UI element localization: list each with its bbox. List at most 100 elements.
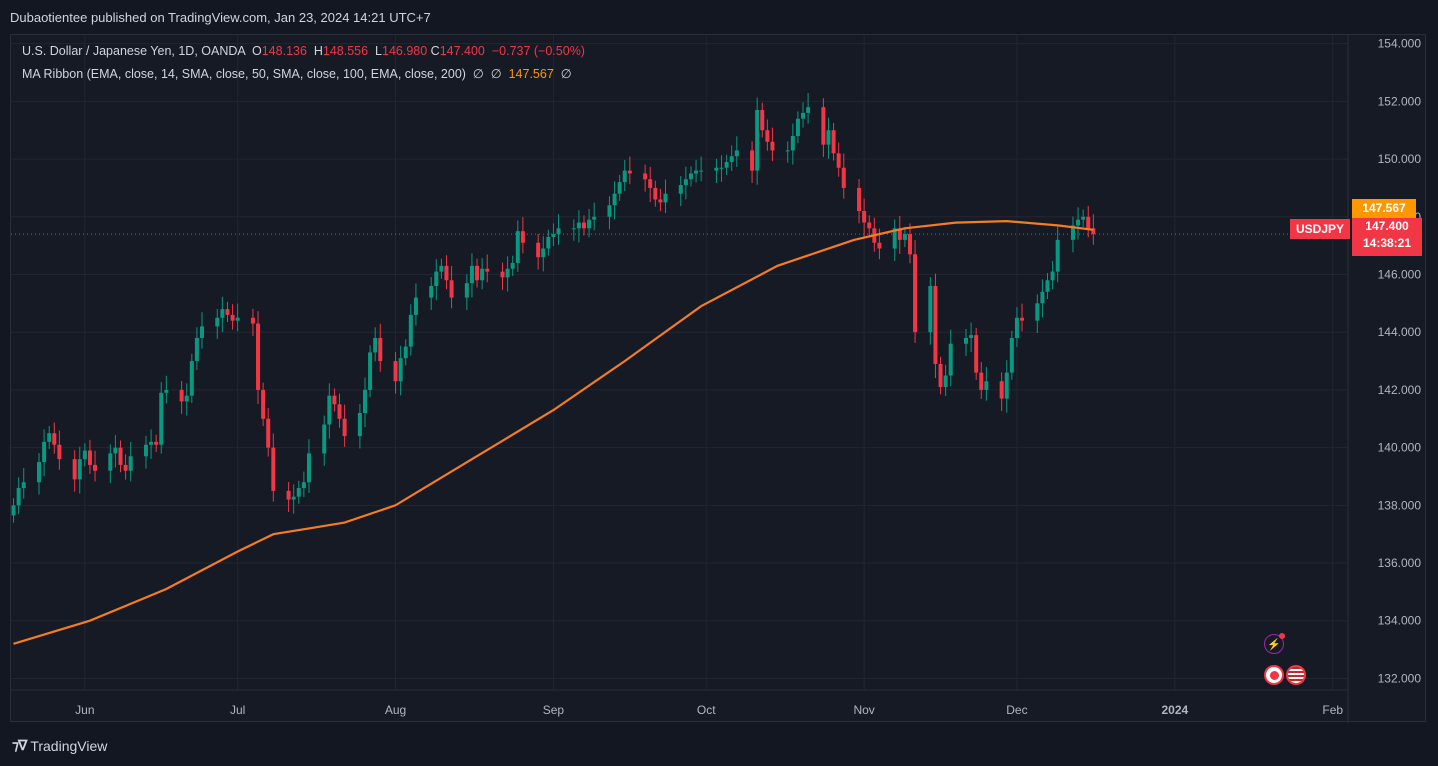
legend-change: −0.737 (−0.50%) (491, 44, 585, 58)
candle-body (683, 179, 688, 186)
candle-body (200, 326, 204, 338)
ma-empty-2: ∅ (490, 67, 502, 81)
japan-flag-event-icon[interactable] (1264, 665, 1284, 685)
candle-body (867, 222, 872, 229)
candle-body (337, 404, 342, 419)
candle-body (469, 265, 474, 284)
ma-price-label: 147.567 (1352, 199, 1416, 218)
candle-body (658, 199, 663, 203)
ma-empty-3: ∅ (560, 67, 572, 81)
candle-body (332, 395, 337, 405)
candle-body (500, 271, 505, 278)
brand-name: TradingView (30, 737, 108, 754)
candle-body (678, 185, 683, 194)
candle-body (1070, 225, 1075, 240)
candle-body (877, 242, 882, 249)
candle-body (943, 375, 948, 388)
candle-body (551, 234, 556, 237)
x-tick-label: Jul (230, 703, 245, 717)
candle-body (87, 450, 92, 465)
candle-body (16, 488, 21, 506)
candle-body (306, 453, 311, 483)
candle-body (118, 447, 123, 465)
candle-body (841, 167, 846, 188)
candle-body (296, 488, 301, 497)
candle-body (612, 193, 617, 206)
candle-body (159, 392, 164, 445)
candle-body (393, 361, 398, 382)
candle-body (831, 130, 836, 154)
candle-body (974, 335, 979, 373)
candle-body (902, 234, 907, 240)
candle-body (928, 286, 933, 333)
candle-body (969, 335, 974, 338)
candle-body (648, 179, 653, 188)
candle-body (11, 505, 16, 516)
candle-body (444, 265, 449, 281)
candle-body (607, 205, 612, 217)
candle-body (1040, 291, 1045, 304)
candle-body (108, 453, 113, 471)
candle-body (729, 156, 734, 162)
last-price-label: 147.400 14:38:21 (1352, 218, 1422, 256)
candle-body (785, 150, 790, 152)
candle-body (964, 337, 968, 344)
x-tick-label: Jun (75, 703, 94, 717)
candle-body (719, 167, 724, 169)
candle-body (286, 490, 291, 500)
candle-body (413, 297, 418, 315)
ma-value: 147.567 (508, 67, 554, 81)
candle-body (1014, 317, 1019, 338)
candle-body (836, 153, 841, 168)
candle-body (760, 110, 765, 131)
candle-body (1009, 337, 1014, 373)
legend-symbol[interactable]: U.S. Dollar / Japanese Yen, 1D, OANDA (22, 44, 246, 58)
legend-low: 146.980 (382, 44, 428, 58)
candle-body (47, 433, 52, 442)
legend-o-label: O (252, 44, 262, 58)
candle-body (128, 456, 133, 471)
candle-body (342, 418, 347, 437)
candle-body (164, 389, 169, 393)
candle-body (1086, 216, 1091, 229)
ma-ribbon-label[interactable]: MA Ribbon (EMA, close, 14, SMA, close, 5… (22, 67, 466, 81)
candle-body (57, 444, 62, 460)
legend-open: 148.136 (261, 44, 307, 58)
us-flag-event-icon[interactable] (1286, 665, 1306, 685)
lightning-event-icon[interactable]: ⚡ (1264, 634, 1284, 654)
candle-body (770, 141, 775, 151)
candle-body (37, 462, 42, 483)
candle-body (1050, 271, 1055, 281)
tradingview-brand[interactable]: ⁊∇ TradingView (12, 737, 107, 754)
x-tick-label: Dec (1006, 703, 1027, 717)
candle-body (907, 234, 912, 255)
candle-body (892, 228, 897, 249)
legend-c-label: C (430, 44, 440, 58)
price-chart[interactable]: 154.000152.000150.000148.000146.000144.0… (11, 35, 1427, 723)
publisher-line: Dubaotientee published on TradingView.co… (10, 10, 431, 25)
candle-body (373, 337, 378, 353)
candle-body (821, 107, 826, 145)
y-tick-label: 150.000 (1378, 152, 1422, 166)
y-tick-label: 132.000 (1378, 671, 1422, 685)
candle-body (301, 482, 306, 489)
candle-body (546, 236, 551, 249)
candle-body (1020, 317, 1025, 321)
last-price: 147.400 (1365, 219, 1409, 233)
candle-body (250, 317, 255, 324)
candle-body (149, 441, 154, 445)
candle-body (261, 389, 266, 419)
y-tick-label: 154.000 (1378, 37, 1422, 51)
chart-area[interactable]: 154.000152.000150.000148.000146.000144.0… (10, 34, 1427, 723)
candle-body (536, 242, 541, 258)
candle-body (653, 187, 658, 200)
legend-ma-ribbon: MA Ribbon (EMA, close, 14, SMA, close, 5… (22, 66, 572, 81)
candle-body (439, 265, 444, 272)
ma-empty-1: ∅ (472, 67, 484, 81)
x-tick-label: 2024 (1161, 703, 1188, 717)
candle-body (143, 444, 148, 457)
notification-dot-icon (1279, 633, 1285, 639)
candle-body (765, 130, 770, 142)
candle-body (755, 110, 760, 171)
candle-body (933, 286, 938, 364)
